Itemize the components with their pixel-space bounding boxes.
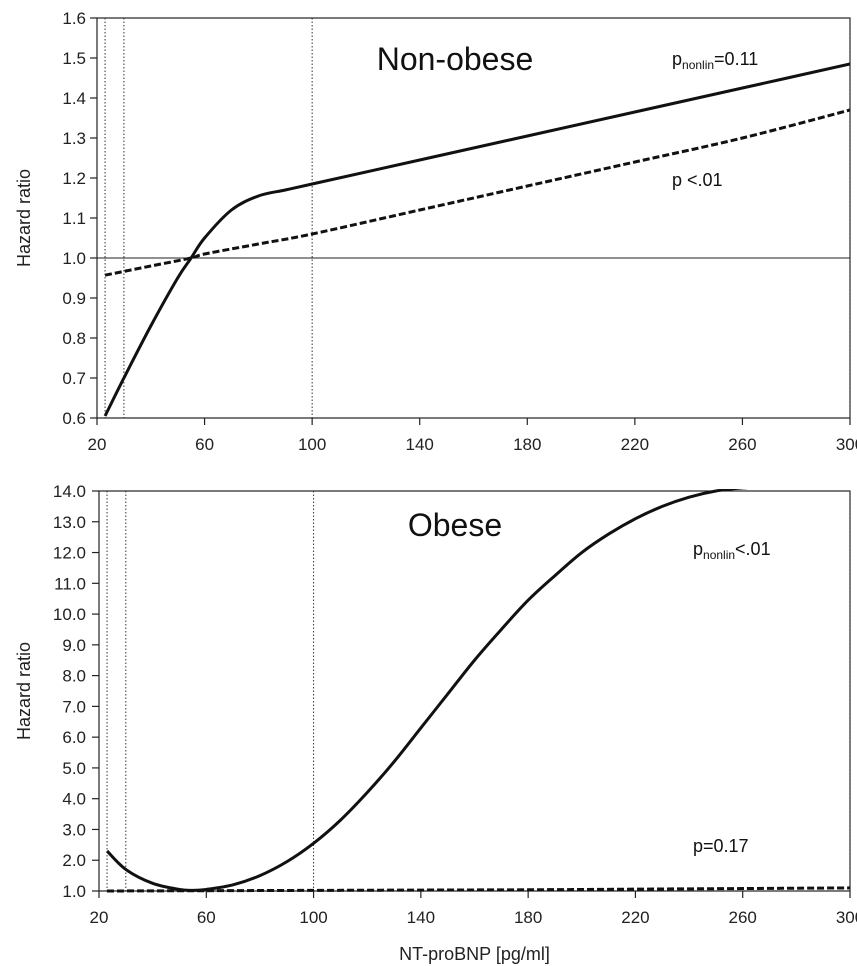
- panel-2-ytick-label-11: 12.0: [53, 544, 86, 563]
- panel-2-xtick-label-5: 220: [621, 908, 649, 927]
- panel-1-annotation-0-main: p: [672, 49, 682, 69]
- panel-1-annotation-0-rest: =0.11: [714, 49, 758, 69]
- panel-1-plot-frame: [96, 17, 851, 419]
- panel-2-ytick-label-4: 5.0: [62, 759, 86, 778]
- panel-1-xtick-label-6: 260: [728, 435, 756, 454]
- panel-2-xtick-label-1: 60: [197, 908, 216, 927]
- panel-1-xtick-label-1: 60: [195, 435, 214, 454]
- panel-2-ytick-label-6: 7.0: [62, 697, 86, 716]
- panel-2-ytick-label-3: 4.0: [62, 790, 86, 809]
- panel-1-series-solid-line: [103, 62, 850, 417]
- panel-2-ytick-label-2: 3.0: [62, 820, 86, 839]
- panel-1-ytick-label-2: 0.8: [62, 329, 86, 348]
- panel-1-annotation-0: pnonlin=0.11: [672, 49, 758, 72]
- panel-2-xtick-label-4: 180: [514, 908, 542, 927]
- panel-2-xtick-label-6: 260: [729, 908, 757, 927]
- panel-1-ytick-label-5: 1.1: [62, 209, 86, 228]
- panel-2-xtick-label-3: 140: [407, 908, 435, 927]
- panel-2-title: Obese: [408, 507, 502, 543]
- panel-2-annotation-0-rest: <.01: [735, 539, 771, 559]
- panel-2-ytick-label-5: 6.0: [62, 728, 86, 747]
- panel-2-ytick-label-10: 11.0: [54, 574, 86, 593]
- panel-1-annotation-0-sub: nonlin: [682, 58, 714, 72]
- panel-2-series-solid-line: [105, 489, 749, 892]
- panel-2-ytick-label-8: 9.0: [62, 636, 86, 655]
- panel-2-xtick-label-7: 300: [836, 908, 857, 927]
- panel-1-ytick-label-0: 0.6: [62, 409, 86, 428]
- panel-2: 1.0 2.0 3.0 4.0 5.0 6.0 7.0 8.0 9.0 10.0 11.0 12.0 1…: [14, 482, 857, 964]
- panel-1: 0.6 0.7 0.8 0.9 1.0 1.1 1.2 1.3 1.4 1.5 1.6 20 60 100…: [14, 9, 857, 454]
- panel-2-series-dashed-line: [107, 886, 850, 893]
- panel-1-xtick-label-5: 220: [621, 435, 649, 454]
- panel-2-annotation-1-main: p=0.17: [693, 836, 749, 856]
- panel-1-xtick-label-2: 100: [298, 435, 326, 454]
- panel-1-ytick-label-1: 0.7: [62, 369, 86, 388]
- panel-1-xtick-label-4: 180: [513, 435, 541, 454]
- panel-1-ytick-label-9: 1.5: [62, 49, 86, 68]
- panel-1-annotation-1-main: p <.01: [672, 170, 723, 190]
- panel-2-annotation-0-sub: nonlin: [703, 548, 735, 562]
- panel-1-title: Non-obese: [377, 41, 534, 77]
- panel-2-ylabel: Hazard ratio: [14, 642, 34, 740]
- panel-2-annotation-1: p=0.17: [693, 836, 749, 856]
- panel-1-ytick-label-4: 1.0: [62, 249, 86, 268]
- panel-2-ytick-label-0: 1.0: [62, 882, 86, 901]
- panel-2-annotation-0: pnonlin<.01: [693, 539, 771, 562]
- panel-1-annotation-1: p <.01: [672, 170, 723, 190]
- panel-2-ytick-label-7: 8.0: [62, 667, 86, 686]
- panel-2-ytick-label-12: 13.0: [53, 513, 86, 532]
- panel-1-ytick-label-6: 1.2: [62, 169, 86, 188]
- panel-1-xtick-label-3: 140: [406, 435, 434, 454]
- panel-2-xtick-label-0: 20: [90, 908, 109, 927]
- panel-1-xtick-label-0: 20: [88, 435, 107, 454]
- panel-2-ytick-label-9: 10.0: [53, 605, 86, 624]
- panel-1-series-dashed-line: [104, 108, 850, 277]
- panel-2-ytick-label-13: 14.0: [53, 482, 86, 501]
- panel-2-ytick-label-1: 2.0: [62, 851, 86, 870]
- panel-2-xtick-label-2: 100: [299, 908, 327, 927]
- panel-2-annotation-0-main: p: [693, 539, 703, 559]
- panel-1-ytick-label-10: 1.6: [62, 9, 86, 28]
- panel-1-ytick-label-7: 1.3: [62, 129, 86, 148]
- panel-1-ytick-label-8: 1.4: [62, 89, 86, 108]
- panel-1-ytick-label-3: 0.9: [62, 289, 86, 308]
- panel-1-ylabel: Hazard ratio: [14, 169, 34, 267]
- panel-2-xlabel: NT-proBNP [pg/ml]: [399, 944, 550, 964]
- panel-1-xtick-label-7: 300: [836, 435, 857, 454]
